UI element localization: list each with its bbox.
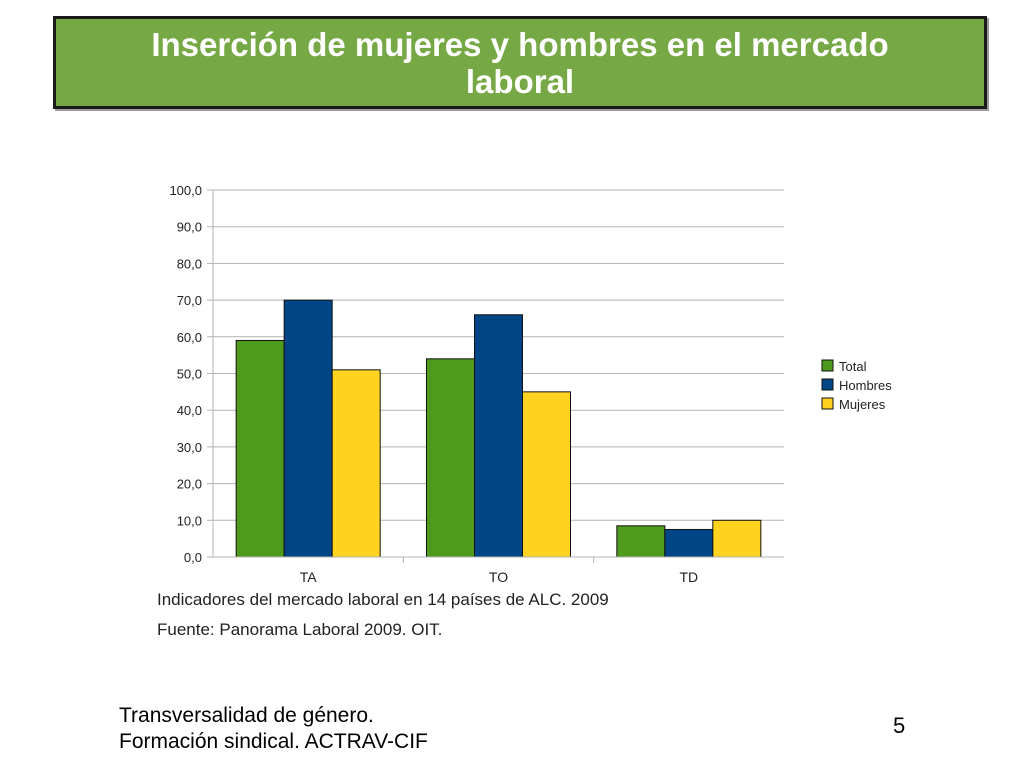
slide-title: Inserción de mujeres y hombres en el mer… — [53, 16, 987, 109]
chart-caption-indicators: Indicadores del mercado laboral en 14 pa… — [157, 590, 609, 609]
y-tick-label: 60,0 — [177, 330, 202, 345]
bar-hombres-td — [664, 528, 714, 558]
y-tick-label: 80,0 — [177, 256, 202, 271]
y-tick-label: 70,0 — [177, 293, 202, 308]
x-tick-label: TA — [300, 569, 318, 585]
y-tick-label: 90,0 — [177, 220, 202, 235]
y-tick-label: 10,0 — [177, 513, 202, 528]
chart-caption-source: Fuente: Panorama Laboral 2009. OIT. — [157, 620, 442, 639]
y-tick-label: 50,0 — [177, 367, 202, 382]
y-tick-label: 20,0 — [177, 477, 202, 492]
legend-swatch-total — [821, 359, 834, 372]
bar-mujeres-to — [522, 391, 571, 558]
legend-label-hombres: Hombres — [839, 378, 892, 393]
legend-swatch-mujeres — [821, 397, 834, 410]
x-tick-label: TO — [489, 569, 508, 585]
bar-mujeres-td — [712, 519, 762, 558]
y-tick-label: 40,0 — [177, 403, 202, 418]
legend-label-total: Total — [839, 359, 867, 374]
bar-hombres-to — [474, 314, 523, 558]
x-tick-label: TD — [679, 569, 698, 585]
chart-legend: Total Hombres Mujeres — [821, 359, 892, 412]
chart-axes: 0,0 10,0 20,0 30,0 40,0 50,0 60,0 70,0 80,0 90,0 1… — [169, 183, 784, 585]
bar-hombres-ta — [283, 299, 333, 558]
y-tick-label: 100,0 — [169, 183, 202, 198]
legend-label-mujeres: Mujeres — [839, 397, 886, 412]
bar-total-to — [426, 358, 475, 558]
chart-bars — [235, 299, 762, 558]
page-number: 5 — [893, 713, 906, 738]
bar-mujeres-ta — [331, 369, 381, 558]
bar-total-ta — [235, 339, 285, 558]
footer-line-2: Formación sindical. ACTRAV-CIF — [119, 730, 428, 753]
bar-total-td — [616, 525, 666, 558]
y-tick-label: 0,0 — [184, 550, 202, 565]
slide-footer: Transversalidad de género. Formación sin… — [119, 703, 428, 755]
y-tick-label: 30,0 — [177, 440, 202, 455]
legend-swatch-hombres — [821, 378, 834, 391]
footer-line-1: Transversalidad de género. — [119, 704, 374, 727]
